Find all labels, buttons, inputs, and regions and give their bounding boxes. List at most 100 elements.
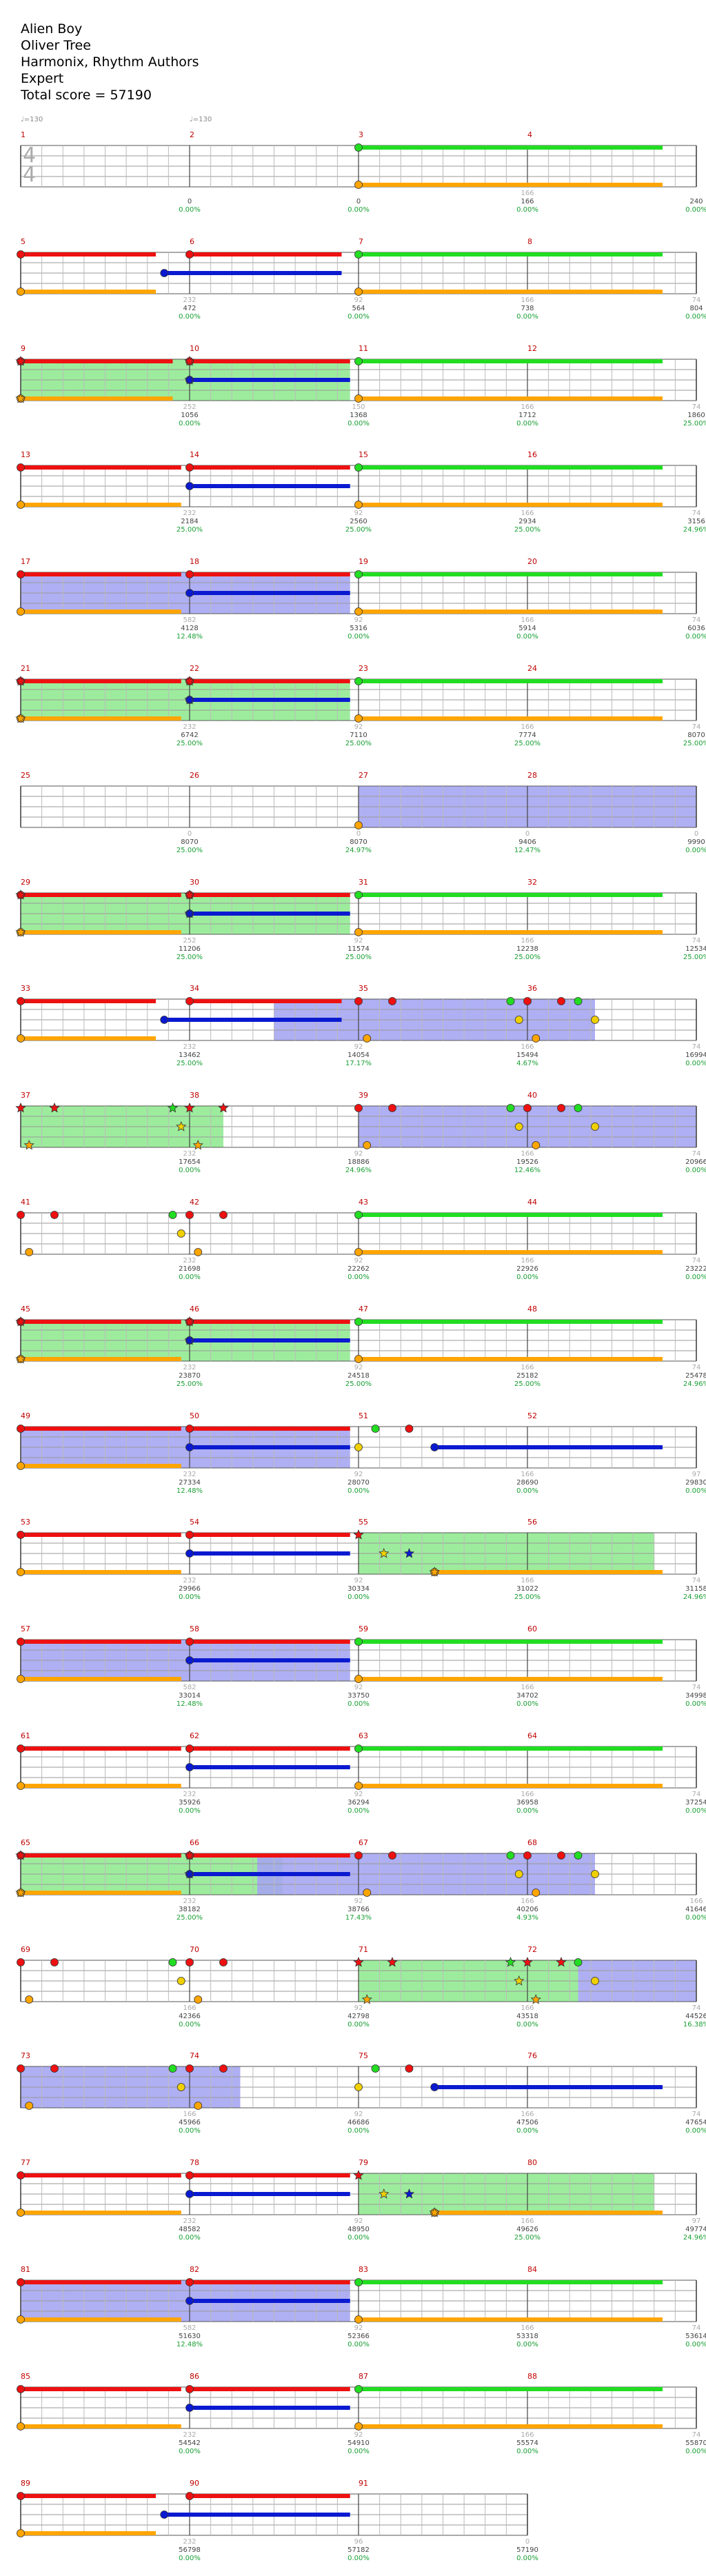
running-score: 44526 xyxy=(685,2012,706,2020)
total-score: Total score = 57190 xyxy=(21,88,152,103)
measure-number: 25 xyxy=(21,770,30,780)
measure-number: 18 xyxy=(190,557,199,567)
measure-score-gain: 74 xyxy=(692,2004,701,2012)
chart-row xyxy=(17,1211,697,1256)
yellow-note xyxy=(514,1123,523,1131)
red-star-note xyxy=(49,1103,60,1113)
running-percent: 0.00% xyxy=(685,846,706,854)
red-note xyxy=(185,1958,194,1966)
running-score: 42798 xyxy=(347,2012,370,2020)
green-note xyxy=(506,1104,515,1113)
orange-note xyxy=(363,1034,372,1043)
running-percent: 0.00% xyxy=(179,1593,201,1602)
orange-note xyxy=(17,607,25,616)
chart-row xyxy=(20,143,697,189)
running-score: 1860 xyxy=(687,411,705,419)
measure-number: 40 xyxy=(527,1091,537,1100)
measure-score-gain: 96 xyxy=(354,2537,363,2546)
measure-number: 70 xyxy=(190,1944,199,1954)
red-note xyxy=(185,463,194,472)
measure-score-gain: 232 xyxy=(183,1257,196,1265)
measure-score-gain: 166 xyxy=(521,1043,534,1051)
measure-number: 2 xyxy=(190,130,194,139)
measure-number: 1 xyxy=(21,130,26,139)
green-note xyxy=(354,677,363,685)
measure-score-gain: 0 xyxy=(356,829,361,838)
orange-note xyxy=(532,1034,541,1043)
red-star-note xyxy=(15,1103,26,1113)
red-star-note xyxy=(353,2170,364,2180)
red-star-note xyxy=(184,1103,195,1113)
running-percent: 0.00% xyxy=(685,1167,706,1175)
orange-note xyxy=(354,607,363,616)
chart-row xyxy=(20,785,697,829)
measure-number: 29 xyxy=(21,877,30,887)
red-star-note xyxy=(15,355,26,366)
orange-note xyxy=(354,927,363,936)
green-note xyxy=(574,997,583,1006)
tempo-markers: ♩=130 ♩=130 xyxy=(21,116,296,132)
yellow-note xyxy=(591,1869,599,1878)
tempo-marker: ♩=130 xyxy=(21,116,43,123)
running-percent: 0.00% xyxy=(516,419,538,427)
measure-score-gain: 232 xyxy=(183,2217,196,2226)
measure-number: 73 xyxy=(21,2051,30,2061)
measure-score-gain: 92 xyxy=(354,1897,363,1905)
red-note xyxy=(17,2384,25,2393)
running-score: 1056 xyxy=(181,411,199,419)
red-star-note xyxy=(353,1956,364,1967)
blue-note xyxy=(160,1016,169,1025)
red-note xyxy=(17,1958,25,1966)
measure-number: 90 xyxy=(190,2478,199,2488)
measure-number: 6 xyxy=(190,237,194,246)
measure-number: 33 xyxy=(21,984,30,994)
red-star-note xyxy=(184,889,195,900)
running-percent: 0.00% xyxy=(685,1807,706,1815)
red-note xyxy=(17,1424,25,1433)
song-title: Alien Boy xyxy=(21,21,83,37)
measure-score-gain: 232 xyxy=(183,1043,196,1051)
running-percent: 0.00% xyxy=(516,1700,538,1709)
measure-number: 91 xyxy=(359,2478,368,2488)
running-percent: 25.00% xyxy=(514,2234,541,2242)
chart-row xyxy=(17,463,697,510)
chart-row xyxy=(15,675,697,723)
running-score: 34702 xyxy=(516,1692,538,1700)
running-score: 49774 xyxy=(685,2226,706,2234)
running-score: 19526 xyxy=(516,1158,538,1167)
running-percent: 0.00% xyxy=(347,2341,370,2348)
red-note xyxy=(185,1211,194,1219)
measure-number: 26 xyxy=(190,770,199,780)
running-percent: 0.00% xyxy=(516,2341,538,2348)
measure-score-gain: 166 xyxy=(521,936,534,945)
measure-score-gain: 166 xyxy=(521,1257,534,1265)
green-note xyxy=(354,356,363,365)
measure-number: 51 xyxy=(359,1411,368,1420)
red-note xyxy=(523,1104,532,1113)
blue-note xyxy=(185,1549,194,1558)
running-score: 22926 xyxy=(516,1265,538,1273)
red-note xyxy=(405,1424,414,1433)
running-percent: 12.48% xyxy=(176,2341,203,2348)
red-note xyxy=(17,2491,25,2500)
red-note xyxy=(17,463,25,472)
orange-note xyxy=(354,287,363,296)
measure-number: 79 xyxy=(359,2158,368,2168)
measure-score-gain: 74 xyxy=(692,936,701,945)
running-percent: 24.96% xyxy=(683,2234,706,2242)
orange-star-note xyxy=(429,2207,440,2217)
running-score: 12238 xyxy=(516,945,538,953)
measure-score-gain: 582 xyxy=(183,2324,196,2332)
orange-note xyxy=(17,1782,25,1790)
orange-star-note xyxy=(15,1886,26,1898)
orange-star-note xyxy=(429,1567,440,1577)
running-percent: 25.00% xyxy=(514,1593,541,1602)
red-note xyxy=(185,1744,194,1753)
running-score: 47506 xyxy=(516,2119,538,2127)
running-score: 23222 xyxy=(685,1265,706,1273)
orange-note xyxy=(354,1354,363,1363)
measure-score-gain: 166 xyxy=(521,2217,534,2226)
measure-number: 11 xyxy=(359,343,368,353)
measure-number: 84 xyxy=(527,2265,537,2274)
red-note xyxy=(17,570,25,579)
